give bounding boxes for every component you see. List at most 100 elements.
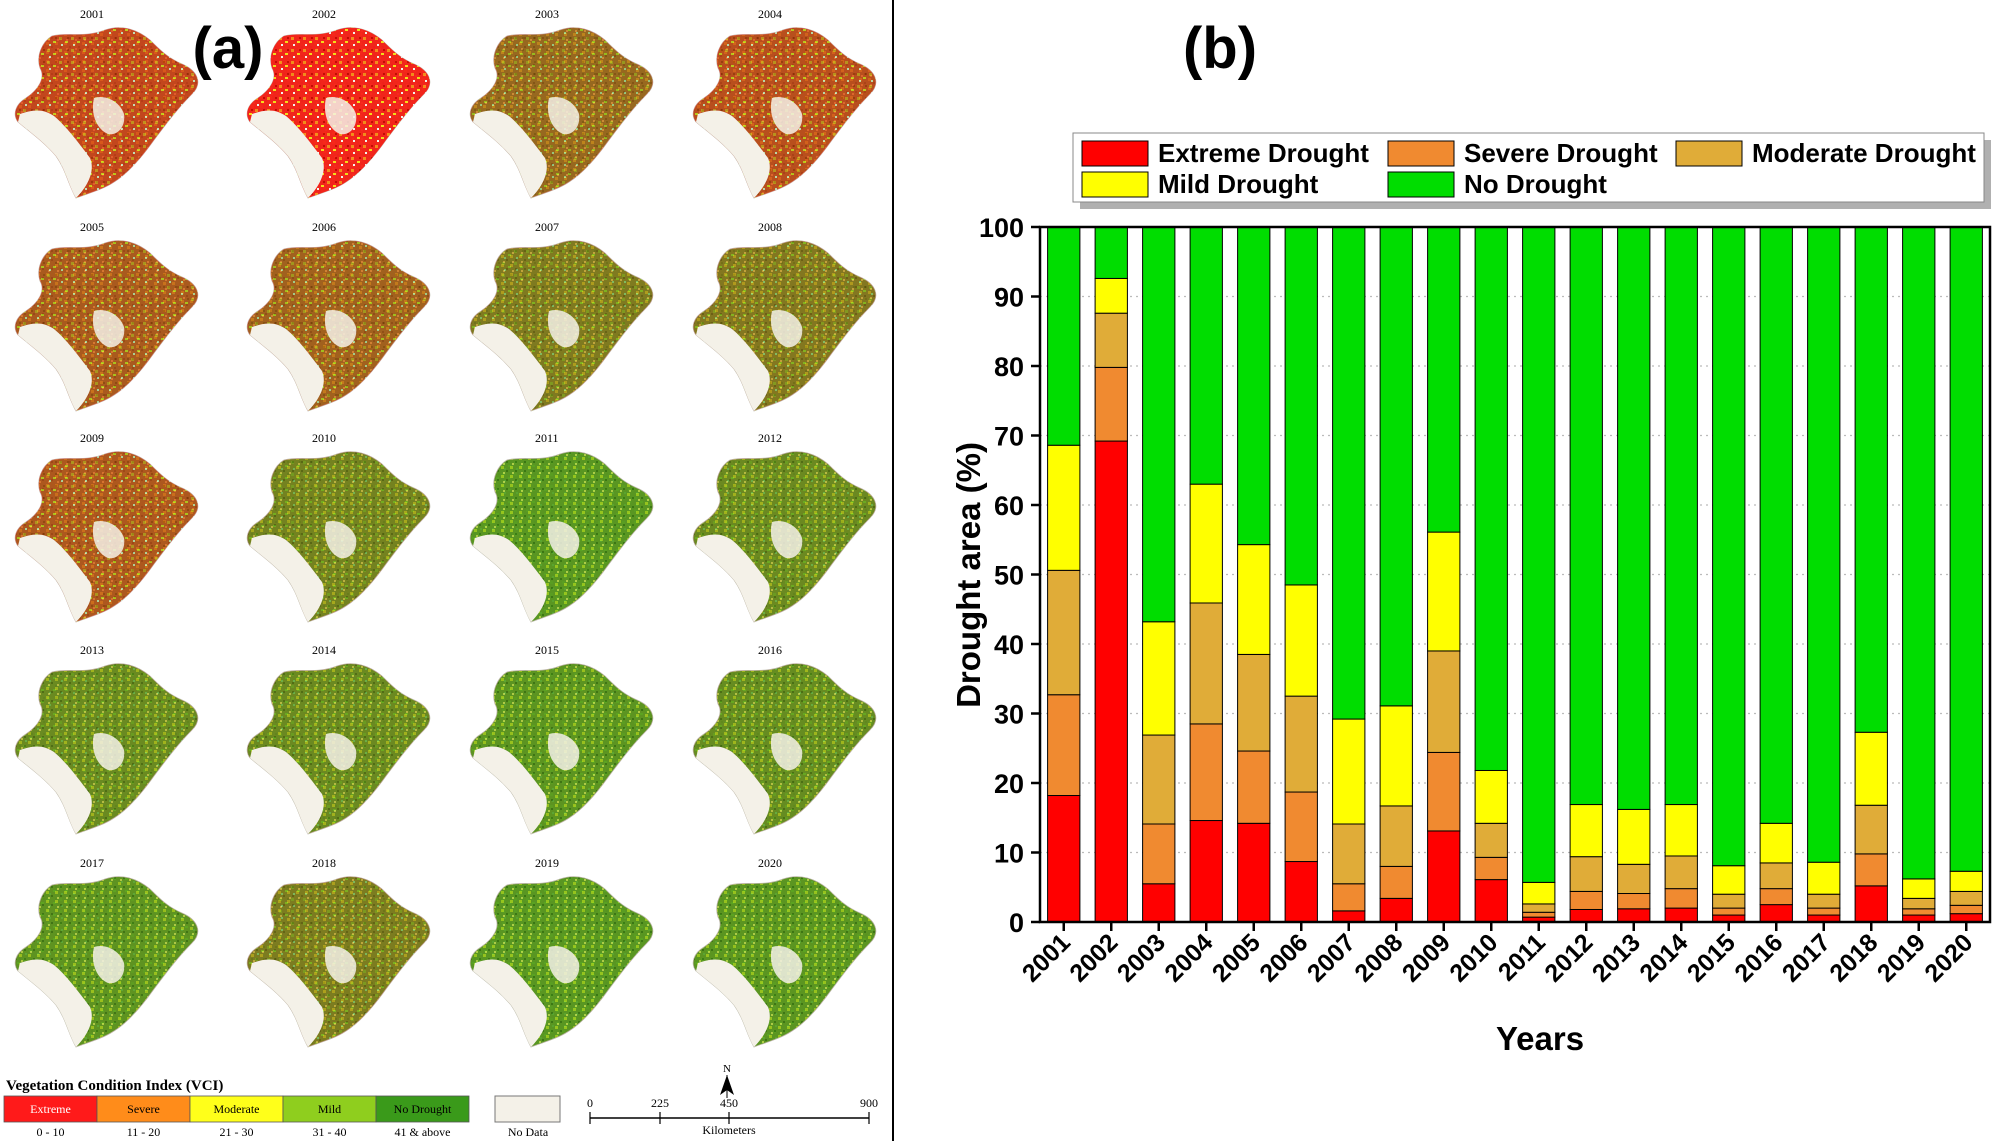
bar-stack-2020 bbox=[1949, 226, 1983, 923]
bar-extreme-drought-2006 bbox=[1284, 861, 1318, 923]
bar-stack-2008 bbox=[1379, 226, 1413, 923]
bar-severe-drought-2014 bbox=[1664, 888, 1698, 909]
bar-mild-drought-2007 bbox=[1332, 718, 1366, 825]
x-tick-label: 2019 bbox=[1872, 928, 1931, 987]
map-2004: 2004 bbox=[692, 7, 877, 199]
bar-severe-drought-2018 bbox=[1854, 853, 1888, 887]
vci-legend: Extreme 0 - 10 Severe 11 - 20 Moderate 21 - 3… bbox=[3, 1095, 470, 1139]
bar-severe-drought-2015 bbox=[1712, 907, 1746, 916]
bar-mild-drought-2011 bbox=[1522, 881, 1556, 905]
x-tick-label: 2015 bbox=[1682, 928, 1741, 987]
bar-mild-drought-2020 bbox=[1949, 870, 1983, 892]
legend-item-no-drought: No Drought bbox=[1387, 169, 1607, 199]
no-data-label: No Data bbox=[508, 1125, 549, 1139]
legend-swatch bbox=[1675, 140, 1743, 167]
chart-legend: Extreme Drought Severe Drought Moderate Dr… bbox=[1072, 132, 1991, 209]
bar-mild-drought-2005 bbox=[1237, 544, 1271, 655]
bar-stack-2012 bbox=[1569, 226, 1603, 923]
x-tick-label: 2016 bbox=[1729, 928, 1788, 987]
bar-severe-drought-2009 bbox=[1427, 751, 1461, 832]
bar-moderate-drought-2016 bbox=[1759, 862, 1793, 890]
bar-stack-2006 bbox=[1284, 226, 1318, 923]
vci-class-range: 41 & above bbox=[395, 1125, 451, 1139]
legend-label: No Drought bbox=[1464, 169, 1607, 199]
bar-moderate-drought-2003 bbox=[1142, 734, 1176, 825]
bar-severe-drought-2005 bbox=[1237, 750, 1271, 824]
grid-lines bbox=[1040, 227, 1990, 922]
bar-stack-2002 bbox=[1094, 226, 1128, 923]
bar-mild-drought-2009 bbox=[1427, 531, 1461, 652]
map-2007: 2007 bbox=[469, 220, 654, 412]
x-axis-title: Years bbox=[1496, 1020, 1584, 1057]
bar-mild-drought-2014 bbox=[1664, 804, 1698, 857]
map-2018: 2018 bbox=[246, 856, 431, 1048]
bar-extreme-drought-2003 bbox=[1142, 883, 1176, 923]
bar-severe-drought-2011 bbox=[1522, 911, 1556, 918]
scale-tick-900: 900 bbox=[860, 1096, 878, 1110]
map-2003: 2003 bbox=[469, 7, 654, 199]
scale-bar: 0 225 450 900 Kilometers bbox=[587, 1096, 878, 1137]
bar-severe-drought-2008 bbox=[1379, 865, 1413, 899]
bar-no-drought-2016 bbox=[1759, 226, 1793, 824]
bar-mild-drought-2017 bbox=[1807, 861, 1841, 895]
legend-item-extreme-drought: Extreme Drought bbox=[1081, 138, 1369, 168]
map-2012: 2012 bbox=[692, 431, 877, 623]
x-tick-label: 2008 bbox=[1349, 928, 1408, 987]
x-tick-label: 2018 bbox=[1824, 928, 1883, 987]
panel-a-map-grid: (a) 2001 2002 2003 2004 2005 2006 2007 2008 2009… bbox=[3, 0, 894, 1141]
y-axis: 0 10 20 30 40 50 60 70 80 90 100 bbox=[979, 213, 1040, 938]
x-tick-label: 2004 bbox=[1159, 928, 1218, 987]
bar-stack-2009 bbox=[1427, 226, 1461, 923]
panel-b-stacked-bar-chart: (b) Extreme Drought Severe Drought Moderat… bbox=[950, 16, 1992, 1057]
legend-swatch bbox=[1081, 140, 1149, 167]
bar-no-drought-2019 bbox=[1902, 226, 1936, 880]
x-tick-label: 2001 bbox=[1017, 928, 1076, 987]
bar-moderate-drought-2010 bbox=[1474, 822, 1508, 858]
bar-no-drought-2011 bbox=[1522, 226, 1556, 883]
bar-moderate-drought-2004 bbox=[1189, 602, 1223, 725]
y-tick-label: 80 bbox=[994, 352, 1024, 382]
bar-moderate-drought-2006 bbox=[1284, 695, 1318, 793]
x-tick-label: 2012 bbox=[1539, 928, 1598, 987]
map-year-label: 2002 bbox=[312, 7, 336, 21]
vci-swatch-severe bbox=[96, 1095, 191, 1123]
map-2005: 2005 bbox=[14, 220, 199, 412]
bar-mild-drought-2008 bbox=[1379, 705, 1413, 807]
bar-no-drought-2012 bbox=[1569, 226, 1603, 806]
bar-stack-2016 bbox=[1759, 226, 1793, 923]
map-year-label: 2012 bbox=[758, 431, 782, 445]
bar-no-drought-2013 bbox=[1617, 226, 1651, 810]
legend-item-mild-drought: Mild Drought bbox=[1081, 169, 1319, 199]
legend-label: Extreme Drought bbox=[1158, 138, 1369, 168]
map-year-label: 2001 bbox=[80, 7, 104, 21]
legend-swatch bbox=[1387, 140, 1455, 167]
y-tick-label: 40 bbox=[994, 630, 1024, 660]
bar-severe-drought-2004 bbox=[1189, 723, 1223, 822]
bar-extreme-drought-2020 bbox=[1949, 913, 1983, 923]
bar-no-drought-2001 bbox=[1047, 226, 1081, 446]
map-2016: 2016 bbox=[692, 643, 877, 835]
vci-swatch-moderate bbox=[189, 1095, 284, 1123]
bar-mild-drought-2013 bbox=[1617, 808, 1651, 865]
bar-stack-2005 bbox=[1237, 226, 1271, 923]
y-tick-label: 0 bbox=[1009, 908, 1024, 938]
bar-mild-drought-2018 bbox=[1854, 731, 1888, 806]
bar-stack-2004 bbox=[1189, 226, 1223, 923]
panel-b-label: (b) bbox=[1183, 16, 1257, 81]
bar-stack-2007 bbox=[1332, 226, 1366, 923]
legend-box bbox=[1072, 132, 1985, 203]
panel-a-label: (a) bbox=[193, 16, 264, 81]
y-tick-label: 20 bbox=[994, 769, 1024, 799]
bar-no-drought-2003 bbox=[1142, 226, 1176, 623]
vci-class-range: 11 - 20 bbox=[127, 1125, 161, 1139]
legend-item-moderate-drought: Moderate Drought bbox=[1675, 138, 1976, 168]
bar-stack-2013 bbox=[1617, 226, 1651, 923]
bar-extreme-drought-2016 bbox=[1759, 904, 1793, 923]
bar-extreme-drought-2014 bbox=[1664, 907, 1698, 923]
bar-moderate-drought-2020 bbox=[1949, 890, 1983, 906]
north-arrow-icon: N bbox=[720, 1063, 734, 1098]
bar-extreme-drought-2008 bbox=[1379, 897, 1413, 923]
bar-severe-drought-2019 bbox=[1902, 908, 1936, 916]
bar-moderate-drought-2009 bbox=[1427, 650, 1461, 753]
x-tick-label: 2007 bbox=[1302, 928, 1361, 987]
